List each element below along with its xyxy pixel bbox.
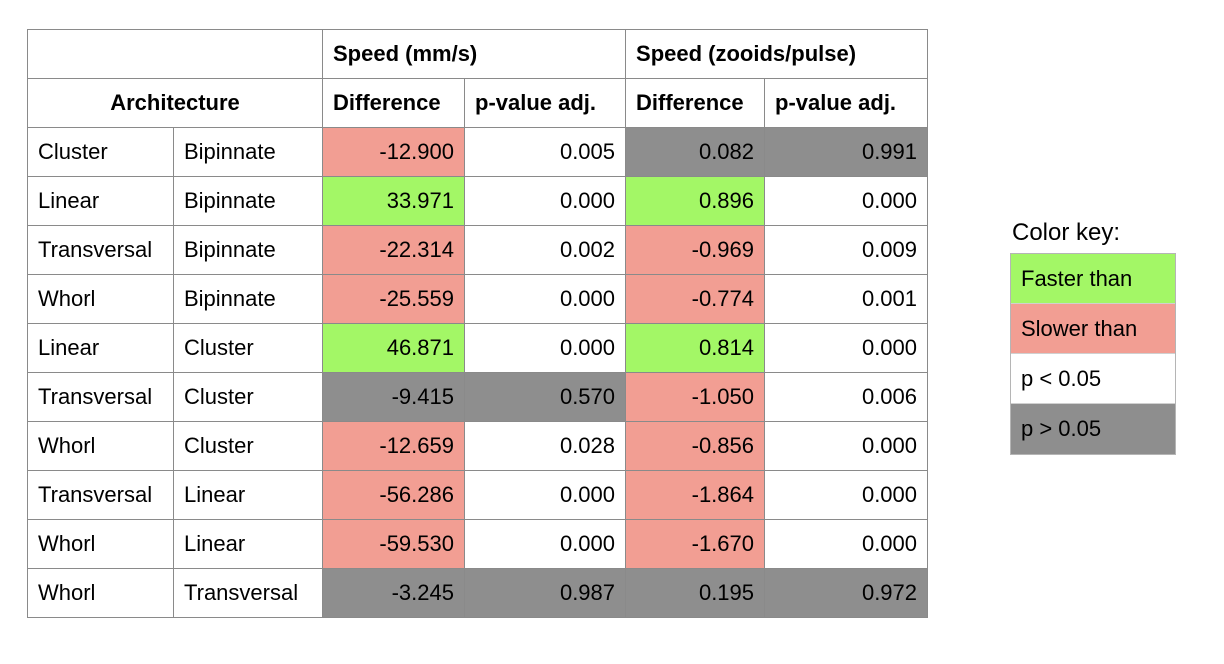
pvalue-header-zooids: p-value adj. [764,78,929,128]
architecture-b-cell: Cluster [173,421,323,471]
color-key-item: Faster than [1011,254,1175,304]
architecture-a-cell: Transversal [27,470,174,520]
architecture-b-cell: Bipinnate [173,225,323,275]
pvalue-zooids-cell: 0.001 [764,274,929,324]
pvalue-zooids-cell: 0.000 [764,519,929,569]
empty-header-cell [27,29,323,79]
table-row: Cluster Bipinnate -12.900 0.005 0.082 0.991 [27,127,929,177]
pvalue-zooids-cell: 0.006 [764,372,929,422]
difference-mm-cell: -22.314 [322,225,465,275]
comparison-table: Speed (mm/s) Speed (zooids/pulse) Archit… [27,29,929,618]
difference-zooids-cell: -0.969 [625,225,766,275]
difference-zooids-cell: -0.856 [625,421,766,471]
pvalue-mm-cell: 0.000 [463,274,627,324]
pvalue-mm-cell: 0.000 [463,323,627,373]
architecture-b-cell: Linear [173,470,323,520]
architecture-a-cell: Whorl [27,274,174,324]
architecture-a-cell: Transversal [27,372,174,422]
architecture-a-cell: Transversal [27,225,174,275]
pvalue-mm-cell: 0.002 [463,225,627,275]
architecture-b-cell: Cluster [173,372,323,422]
pvalue-zooids-cell: 0.000 [764,470,929,520]
architecture-a-cell: Whorl [27,421,174,471]
difference-mm-cell: -12.900 [322,127,465,177]
group-header-speed-mm: Speed (mm/s) [321,29,627,79]
pvalue-mm-cell: 0.570 [463,372,627,422]
difference-zooids-cell: -1.050 [625,372,766,422]
architecture-b-cell: Bipinnate [173,176,323,226]
table-body: Cluster Bipinnate -12.900 0.005 0.082 0.991 Li… [27,127,929,618]
table-row: Whorl Cluster -12.659 0.028 -0.856 0.000 [27,421,929,471]
pvalue-zooids-cell: 0.000 [764,421,929,471]
sub-header-row: Architecture Difference p-value adj. Dif… [27,78,929,128]
color-key-item: p > 0.05 [1011,404,1175,454]
pvalue-header-mm: p-value adj. [463,78,627,128]
table-row: Transversal Linear -56.286 0.000 -1.864 0.000 [27,470,929,520]
difference-mm-cell: -25.559 [322,274,465,324]
color-key-item: Slower than [1011,304,1175,354]
difference-header-zooids: Difference [625,78,766,128]
pvalue-mm-cell: 0.000 [463,470,627,520]
architecture-a-cell: Whorl [27,519,174,569]
pvalue-mm-cell: 0.987 [463,568,627,618]
architecture-a-cell: Linear [27,176,174,226]
architecture-a-cell: Linear [27,323,174,373]
pvalue-zooids-cell: 0.000 [764,176,929,226]
difference-zooids-cell: 0.082 [625,127,766,177]
difference-header-mm: Difference [322,78,465,128]
pvalue-zooids-cell: 0.009 [764,225,929,275]
architecture-a-cell: Cluster [27,127,174,177]
color-key-item: p < 0.05 [1011,354,1175,404]
pvalue-zooids-cell: 0.991 [764,127,929,177]
table-row: Whorl Transversal -3.245 0.987 0.195 0.972 [27,568,929,618]
difference-zooids-cell: -0.774 [625,274,766,324]
architecture-b-cell: Transversal [173,568,323,618]
architecture-a-cell: Whorl [27,568,174,618]
table-row: Linear Bipinnate 33.971 0.000 0.896 0.000 [27,176,929,226]
difference-mm-cell: -3.245 [322,568,465,618]
pvalue-mm-cell: 0.005 [463,127,627,177]
group-header-speed-zooids: Speed (zooids/pulse) [625,29,929,79]
architecture-b-cell: Bipinnate [173,127,323,177]
difference-mm-cell: -56.286 [322,470,465,520]
difference-zooids-cell: 0.896 [625,176,766,226]
table-row: Transversal Bipinnate -22.314 0.002 -0.969 0.… [27,225,929,275]
table-row: Whorl Linear -59.530 0.000 -1.670 0.000 [27,519,929,569]
architecture-header: Architecture [27,78,323,128]
architecture-b-cell: Bipinnate [173,274,323,324]
color-key: Color key: Faster than Slower than p < 0.0… [1010,219,1176,455]
difference-zooids-cell: 0.814 [625,323,766,373]
difference-zooids-cell: 0.195 [625,568,766,618]
pvalue-zooids-cell: 0.000 [764,323,929,373]
table-row: Whorl Bipinnate -25.559 0.000 -0.774 0.001 [27,274,929,324]
table-row: Linear Cluster 46.871 0.000 0.814 0.000 [27,323,929,373]
table-row: Transversal Cluster -9.415 0.570 -1.050 0.006 [27,372,929,422]
architecture-b-cell: Cluster [173,323,323,373]
difference-zooids-cell: -1.864 [625,470,766,520]
color-key-title: Color key: [1012,219,1121,246]
pvalue-zooids-cell: 0.972 [764,568,929,618]
difference-mm-cell: 33.971 [322,176,465,226]
color-key-box: Faster than Slower than p < 0.05 p > 0.05 [1010,253,1176,455]
pvalue-mm-cell: 0.028 [463,421,627,471]
pvalue-mm-cell: 0.000 [463,176,627,226]
pvalue-mm-cell: 0.000 [463,519,627,569]
difference-mm-cell: -9.415 [322,372,465,422]
difference-zooids-cell: -1.670 [625,519,766,569]
difference-mm-cell: -12.659 [322,421,465,471]
difference-mm-cell: -59.530 [322,519,465,569]
architecture-b-cell: Linear [173,519,323,569]
difference-mm-cell: 46.871 [322,323,465,373]
group-header-row: Speed (mm/s) Speed (zooids/pulse) [27,29,929,79]
